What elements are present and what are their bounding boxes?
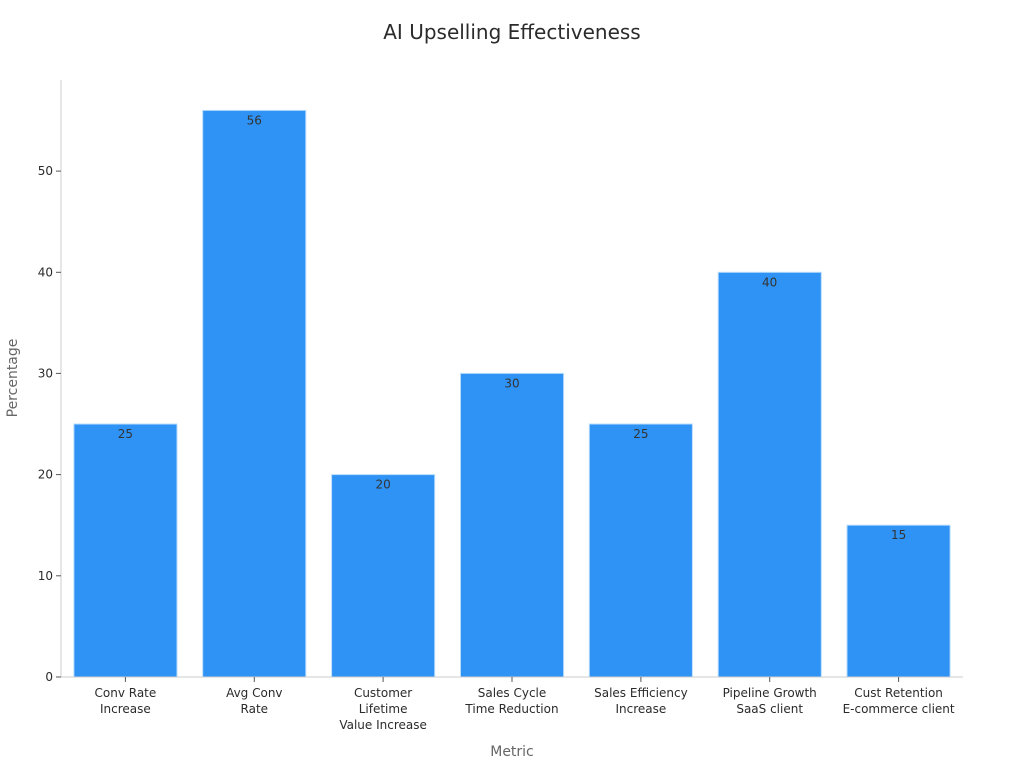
x-tick-label-line: Sales Cycle [478, 686, 547, 700]
x-tick-label: Customer Lifetime Value Increase [339, 686, 427, 732]
x-ticks-group: Conv Rate Increase Avg Conv Rate Customer Lif… [95, 677, 955, 732]
bar-value-label: 40 [762, 275, 777, 289]
bar-value-label: 25 [118, 427, 133, 441]
x-tick-label-line: Value Increase [339, 718, 427, 732]
x-tick-label-line: Conv Rate [95, 686, 157, 700]
bar [717, 271, 822, 678]
bar [331, 474, 436, 678]
bar-value-label: 15 [891, 528, 906, 542]
bar-value-label: 20 [375, 478, 390, 492]
bar [202, 109, 307, 678]
x-tick-label-line: Increase [616, 702, 667, 716]
x-tick-label-line: Time Reduction [464, 702, 558, 716]
y-tick-label: 40 [38, 265, 53, 279]
bar-value-label: 25 [633, 427, 648, 441]
y-ticks-group: 0 10 20 30 40 50 [38, 164, 61, 684]
x-tick-label: Pipeline Growth SaaS client [723, 686, 817, 716]
x-axis-title: Metric [490, 744, 534, 760]
x-tick-label-line: Sales Efficiency [594, 686, 688, 700]
x-tick-label: Avg Conv Rate [226, 686, 282, 716]
bar [460, 372, 565, 678]
x-tick-label-line: Lifetime [359, 702, 408, 716]
y-tick-label: 20 [38, 468, 53, 482]
y-axis-title: Percentage [5, 339, 21, 418]
y-tick-label: 10 [38, 569, 53, 583]
bar [588, 423, 693, 678]
x-tick-label-line: Increase [100, 702, 151, 716]
y-tick-label: 0 [45, 670, 53, 684]
x-tick-label-line: Pipeline Growth [723, 686, 817, 700]
x-tick-label: Sales Cycle Time Reduction [464, 686, 558, 716]
x-tick-label-line: SaaS client [736, 702, 803, 716]
bar [846, 524, 951, 678]
x-tick-label: Conv Rate Increase [95, 686, 157, 716]
bar-value-label: 30 [504, 376, 519, 390]
x-tick-label-line: Cust Retention [854, 686, 943, 700]
bar [73, 423, 178, 678]
bar-value-label: 56 [247, 113, 262, 127]
x-tick-label: Cust Retention E-commerce client [843, 686, 955, 716]
x-tick-label-line: E-commerce client [843, 702, 955, 716]
x-tick-label-line: Rate [241, 702, 269, 716]
bars-group [73, 109, 951, 678]
y-tick-label: 50 [38, 164, 53, 178]
value-labels-group: 25 56 20 30 25 40 15 [118, 113, 906, 542]
chart-title: AI Upselling Effectiveness [383, 20, 641, 44]
x-tick-label-line: Avg Conv [226, 686, 282, 700]
y-tick-label: 30 [38, 366, 53, 380]
x-tick-label-line: Customer [354, 686, 412, 700]
x-tick-label: Sales Efficiency Increase [594, 686, 688, 716]
